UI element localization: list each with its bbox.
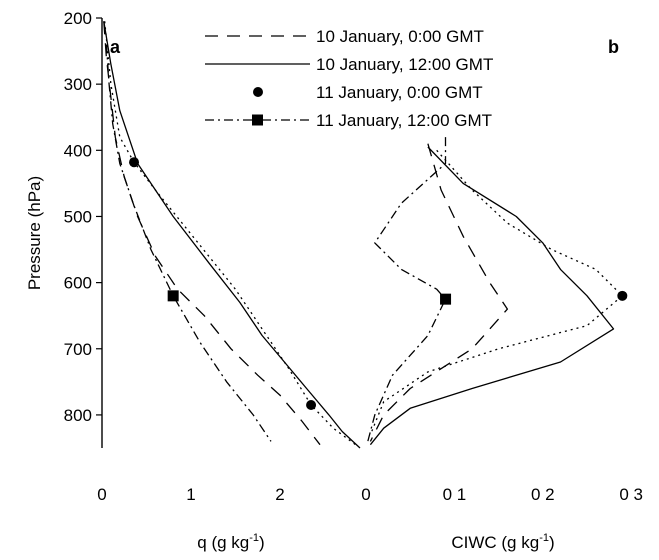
y-tick-label: 800 xyxy=(64,406,92,425)
series-line-b-11-january-12-00-gmt xyxy=(367,137,447,442)
y-axis-title: Pressure (hPa) xyxy=(25,176,44,290)
marker-circle-a xyxy=(306,400,317,410)
x-tick-label-b: 0 xyxy=(361,485,370,504)
y-tick-label: 200 xyxy=(64,9,92,28)
legend-label-11-january-12-00-gmt: 11 January, 12:00 GMT xyxy=(316,111,492,130)
panel-label-a: a xyxy=(110,37,121,57)
legend-label-10-january-12-00-gmt: 10 January, 12:00 GMT xyxy=(316,55,493,74)
marker-circle-b xyxy=(617,290,628,301)
marker-circle-a xyxy=(129,157,140,168)
legend-label-11-january-0-00-gmt: 11 January, 0:00 GMT xyxy=(316,83,483,102)
series-layer xyxy=(103,21,623,449)
y-tick-label: 400 xyxy=(64,141,92,160)
y-tick-label: 500 xyxy=(64,207,92,226)
marker-square-a xyxy=(167,290,179,302)
legend-label-10-january-0-00-gmt: 10 January, 0:00 GMT xyxy=(316,27,484,46)
series-line-b-10-january-0-00-gmt xyxy=(369,143,509,442)
x-axis-title-a: q (g kg-1) xyxy=(197,532,264,552)
legend-marker-square xyxy=(252,114,263,126)
x-axis-title-b: CIWC (g kg-1) xyxy=(451,532,554,552)
label-layer: 200 300 400 500 600 700 800 Pressure (hPa) 0 1 2 q … xyxy=(25,9,643,552)
x-tick-label-b: 0 2 xyxy=(531,485,555,504)
panel-label-b: b xyxy=(608,37,619,57)
series-line-a-11-january-0-00-gmt xyxy=(104,21,356,446)
x-tick-label-a: 1 xyxy=(186,485,195,504)
x-tick-label-a: 2 xyxy=(275,485,284,504)
x-tick-label-b: 0 3 xyxy=(619,485,643,504)
x-tick-label-a: 0 xyxy=(97,485,106,504)
series-line-a-10-january-0-00-gmt xyxy=(103,21,321,446)
y-tick-label: 700 xyxy=(64,340,92,359)
legend: 10 January, 0:00 GMT 10 January, 12:00 GM… xyxy=(205,27,493,130)
axes-frame xyxy=(96,17,103,448)
series-line-a-11-january-12-00-gmt xyxy=(105,44,272,442)
series-line-b-11-january-0-00-gmt xyxy=(369,149,623,436)
series-line-b-10-january-12-00-gmt xyxy=(369,146,615,446)
y-tick-label: 300 xyxy=(64,75,92,94)
series-line-a-10-january-12-00-gmt xyxy=(103,21,361,449)
marker-layer xyxy=(129,157,628,410)
x-tick-label-b: 0 1 xyxy=(443,485,467,504)
marker-square-b xyxy=(440,293,452,305)
legend-marker-circle xyxy=(253,87,263,97)
y-tick-label: 600 xyxy=(64,274,92,293)
